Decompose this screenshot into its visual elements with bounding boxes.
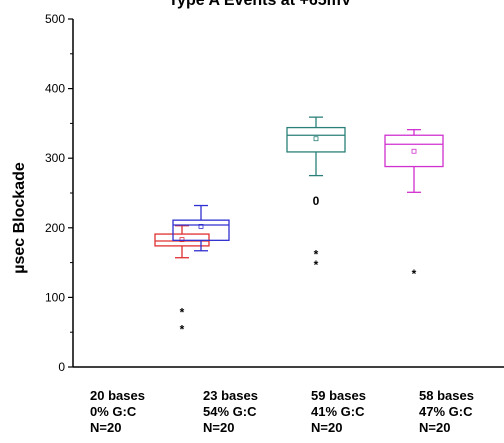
y-tick-label: 200 — [45, 221, 65, 235]
x-category-label: 58 bases — [419, 388, 474, 403]
x-category-label: 47% G:C — [419, 404, 473, 419]
box-mean-marker — [314, 137, 318, 141]
x-category-label: 41% G:C — [311, 404, 365, 419]
chart-title: Type A Events at +65mV — [168, 0, 351, 9]
x-category-label: N=20 — [203, 420, 234, 435]
y-tick-label: 500 — [45, 12, 65, 26]
outlier-point: * — [180, 305, 185, 319]
x-category-label: 0% G:C — [90, 404, 137, 419]
outlier-point: * — [314, 258, 319, 272]
x-category-label: N=20 — [419, 420, 450, 435]
x-category-label: 23 bases — [203, 388, 258, 403]
outlier-point: * — [412, 267, 417, 281]
y-tick-label: 100 — [45, 290, 65, 304]
outlier-point: 0 — [313, 194, 320, 208]
x-category-label: 59 bases — [311, 388, 366, 403]
box-iqr — [385, 135, 443, 166]
box-iqr — [287, 128, 345, 152]
outlier-point: * — [180, 323, 185, 337]
x-category-label: 20 bases — [90, 388, 145, 403]
y-axis-label: µsec Blockade — [11, 162, 28, 274]
x-category-label: N=20 — [311, 420, 342, 435]
box-mean-marker — [412, 149, 416, 153]
x-category-label: N=20 — [90, 420, 121, 435]
y-tick-label: 400 — [45, 82, 65, 96]
y-tick-label: 300 — [45, 151, 65, 165]
x-category-label: 54% G:C — [203, 404, 257, 419]
y-tick-label: 0 — [58, 360, 65, 374]
